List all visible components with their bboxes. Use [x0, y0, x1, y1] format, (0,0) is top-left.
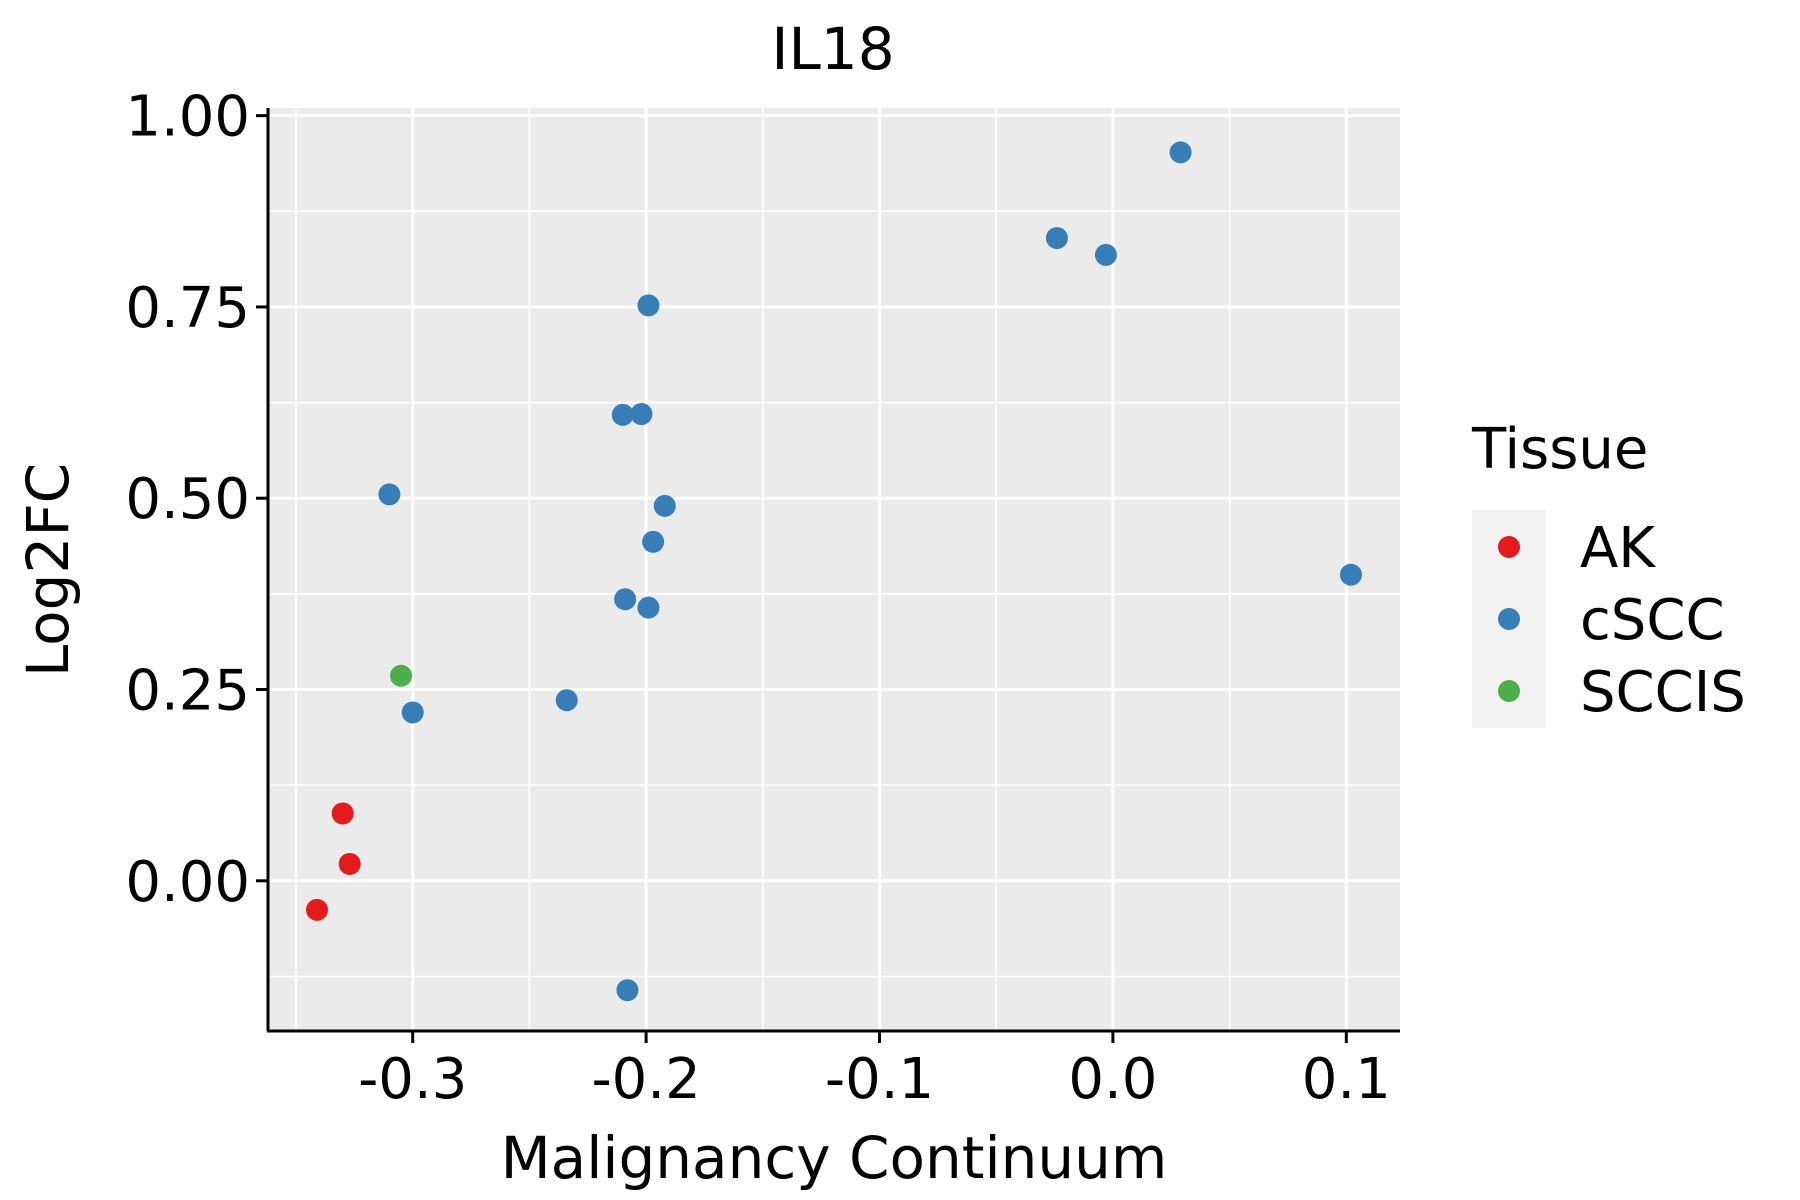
- y-tick-label: 0.00: [125, 850, 250, 915]
- legend-label-ak: AK: [1580, 516, 1656, 581]
- point-cscc: [642, 530, 665, 553]
- point-ak: [331, 802, 354, 825]
- point-cscc: [653, 494, 676, 517]
- x-tick-label: -0.1: [825, 1047, 934, 1112]
- point-cscc: [611, 403, 634, 426]
- legend-key-ak: [1498, 536, 1520, 558]
- x-tick-label: 0.0: [1068, 1047, 1157, 1112]
- legend-label-sccis: SCCIS: [1580, 660, 1746, 725]
- point-cscc: [1339, 563, 1362, 586]
- y-tick-label: 0.25: [125, 659, 250, 724]
- legend: Tissue AK cSCC SCCIS: [1471, 417, 1746, 728]
- x-axis-title: Malignancy Continuum: [501, 1124, 1168, 1192]
- point-cscc: [1045, 227, 1068, 250]
- legend-label-cscc: cSCC: [1580, 588, 1725, 653]
- point-cscc: [401, 701, 424, 724]
- y-axis-title: Log2FC: [14, 463, 82, 677]
- point-cscc: [1169, 141, 1192, 164]
- y-tick-label: 0.50: [125, 467, 250, 532]
- legend-key-sccis: [1498, 680, 1520, 702]
- legend-title: Tissue: [1471, 417, 1648, 482]
- point-cscc: [1094, 243, 1117, 266]
- y-tick-label: 0.75: [125, 276, 250, 341]
- data-points: [306, 141, 1362, 1002]
- y-tick-label: 1.00: [125, 85, 250, 150]
- x-tick-label: -0.3: [358, 1047, 467, 1112]
- y-axis-ticks: 0.00 0.25 0.50 0.75 1.00: [125, 85, 268, 915]
- grid-minor: [268, 108, 1400, 1030]
- point-ak: [338, 852, 361, 875]
- point-sccis: [390, 664, 413, 687]
- point-cscc: [616, 979, 639, 1002]
- chart-title: IL18: [771, 15, 894, 83]
- point-ak: [306, 898, 329, 921]
- point-cscc: [637, 596, 660, 619]
- point-cscc: [555, 689, 578, 712]
- point-cscc: [378, 483, 401, 506]
- x-tick-label: -0.2: [591, 1047, 700, 1112]
- point-cscc: [614, 588, 637, 611]
- plot-panel: [268, 108, 1400, 1030]
- x-tick-label: 0.1: [1302, 1047, 1391, 1112]
- x-axis-ticks: -0.3 -0.2 -0.1 0.0 0.1: [358, 1031, 1391, 1112]
- point-cscc: [630, 403, 653, 426]
- point-cscc: [637, 294, 660, 317]
- legend-key-cscc: [1498, 608, 1520, 630]
